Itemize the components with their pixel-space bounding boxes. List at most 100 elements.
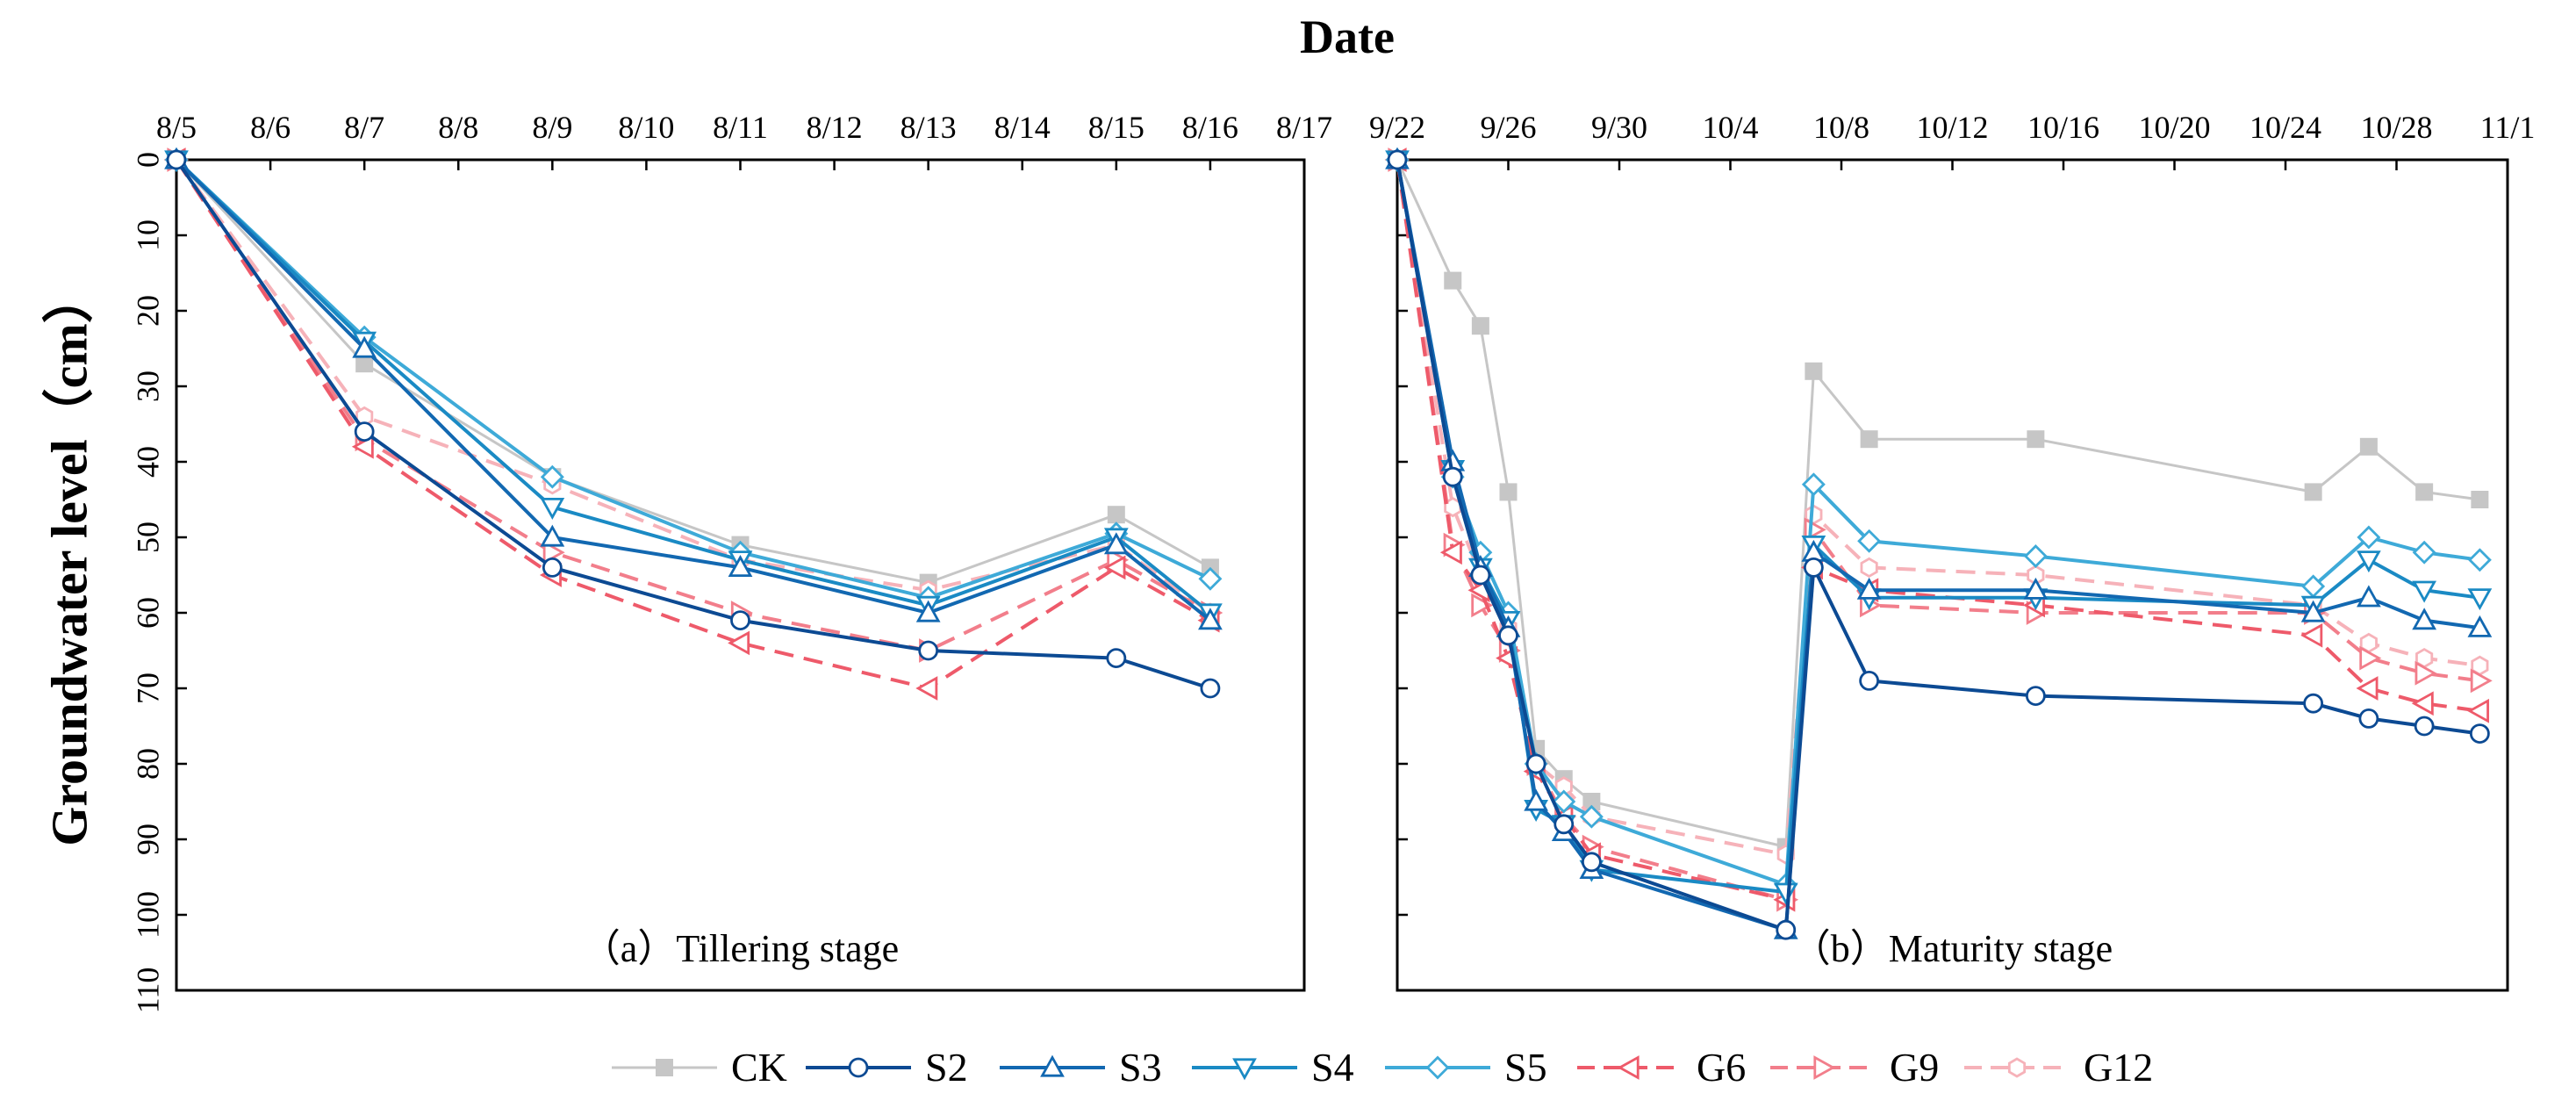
data-point-s2 — [1498, 625, 1518, 646]
x-tick-label: 8/10 — [618, 110, 674, 145]
data-point-s3 — [540, 524, 565, 547]
data-point-s2 — [918, 640, 939, 661]
y-tick-label: 110 — [131, 968, 166, 1014]
panel-a-tillering: 8/5 8/6 8/7 8/8 8/9 8/10 8/11 8/12 8/13 8/14 8/15 8… — [131, 110, 1332, 1013]
y-axis-title: Groundwater level（cm） — [40, 272, 97, 846]
series-g6 — [163, 147, 1220, 701]
data-point-s5 — [1801, 472, 1826, 497]
y-tick-label: 90 — [131, 824, 166, 855]
y-tick-label: 40 — [131, 446, 166, 478]
legend-label: S5 — [1504, 1045, 1547, 1090]
x-tick-label: 8/13 — [901, 110, 957, 145]
data-point-s3 — [1198, 608, 1223, 630]
x-axis-ticks: 8/5 8/6 8/7 8/8 8/9 8/10 8/11 8/12 8/13 8/14 8/15 8… — [156, 110, 1332, 170]
series-s4 — [1385, 150, 2493, 905]
data-point-s2 — [1859, 671, 1880, 691]
series-s2 — [1387, 149, 2490, 940]
legend-marker — [1232, 1058, 1257, 1081]
data-point-s4 — [2467, 588, 2493, 611]
series-ck — [1388, 151, 2489, 856]
data-point-ck — [1499, 483, 1518, 501]
series-line-ck — [1396, 159, 2480, 849]
data-point-ck — [2359, 437, 2378, 456]
legend-marker — [656, 1059, 673, 1076]
legend-marker — [1040, 1054, 1065, 1077]
y-tick-label: 60 — [131, 597, 166, 629]
series-line-s5 — [175, 158, 1211, 600]
legend-label: S3 — [1119, 1045, 1162, 1090]
data-point-s2 — [1525, 753, 1546, 774]
data-point-s5 — [2023, 544, 2048, 568]
y-tick-label: 30 — [131, 370, 166, 402]
legend-marker — [1425, 1055, 1450, 1080]
data-point-s2 — [1200, 678, 1221, 699]
x-axis-ticks: 9/22 9/26 9/30 10/4 10/8 10/12 10/16 10/20 10/24… — [1369, 110, 2535, 170]
data-point-g6 — [1439, 540, 1462, 565]
panel-title: （b）Maturity stage — [1792, 927, 2113, 970]
x-tick-label: 10/28 — [2360, 110, 2432, 145]
legend-item-g6: G6 — [1577, 1045, 1746, 1090]
data-point-s3 — [915, 600, 941, 622]
legend-label: S2 — [925, 1045, 968, 1090]
x-tick-label: 8/5 — [156, 110, 197, 145]
legend-label: G12 — [2084, 1045, 2153, 1090]
x-tick-label: 11/1 — [2480, 110, 2536, 145]
data-point-s4 — [2412, 580, 2437, 603]
x-tick-label: 8/9 — [532, 110, 572, 145]
data-point-s2 — [1106, 648, 1127, 668]
x-tick-label: 9/26 — [1480, 110, 1536, 145]
data-point-s5 — [2357, 525, 2381, 550]
data-point-s4 — [540, 498, 565, 520]
data-point-s2 — [1442, 466, 1463, 487]
series-line-ck — [175, 158, 1211, 585]
data-point-s5 — [1552, 789, 1576, 814]
data-point-s2 — [2303, 693, 2324, 714]
legend-label: S4 — [1311, 1045, 1354, 1090]
legend-item-ck: CK — [612, 1045, 787, 1090]
data-point-s3 — [1856, 577, 1882, 600]
data-point-s2 — [2469, 723, 2490, 744]
data-point-s4 — [2356, 550, 2381, 573]
data-point-ck — [1107, 506, 1125, 524]
data-point-s3 — [2412, 608, 2437, 630]
series-s5 — [1385, 147, 2492, 897]
legend-item-g9: G9 — [1770, 1045, 1939, 1090]
data-point-s3 — [352, 335, 377, 358]
legend-item-s5: S5 — [1385, 1045, 1547, 1090]
data-point-s3 — [2467, 615, 2493, 637]
data-point-s2 — [730, 610, 750, 630]
x-tick-label: 8/7 — [344, 110, 384, 145]
data-point-g6 — [1103, 555, 1126, 580]
data-point-g6 — [2356, 676, 2379, 701]
data-point-s2 — [2414, 716, 2435, 737]
legend-marker — [1617, 1055, 1640, 1080]
data-point-g9 — [542, 540, 565, 565]
series-line-s2 — [175, 158, 1211, 690]
x-tick-label: 8/16 — [1182, 110, 1238, 145]
panel-title: （a）Tillering stage — [582, 927, 899, 970]
data-point-g6 — [728, 630, 750, 656]
data-point-s3 — [2300, 600, 2326, 622]
y-tick-label: 50 — [131, 522, 166, 553]
series-ck — [168, 151, 1219, 592]
series-s3 — [164, 147, 1223, 630]
data-point-g9 — [2470, 668, 2493, 694]
x-tick-label: 8/11 — [713, 110, 768, 145]
data-point-s3 — [1524, 788, 1549, 811]
data-point-ck — [1444, 271, 1462, 290]
panel-b-maturity: 9/22 9/26 9/30 10/4 10/8 10/12 10/16 10/20 10/24… — [1369, 110, 2535, 992]
data-point-s5 — [1579, 804, 1604, 829]
x-tick-label: 8/14 — [994, 110, 1051, 145]
data-point-s3 — [2356, 585, 2381, 608]
data-point-ck — [1805, 362, 1823, 380]
x-tick-label: 8/6 — [250, 110, 291, 145]
data-point-ck — [2304, 483, 2322, 501]
data-point-ck — [2471, 491, 2489, 508]
y-tick-label: 20 — [131, 295, 166, 327]
data-point-s3 — [2023, 577, 2049, 600]
data-point-s2 — [354, 421, 375, 442]
data-point-s3 — [728, 555, 753, 577]
legend-label: G6 — [1697, 1045, 1746, 1090]
legend-label: CK — [731, 1045, 787, 1090]
x-tick-label: 9/22 — [1369, 110, 1425, 145]
